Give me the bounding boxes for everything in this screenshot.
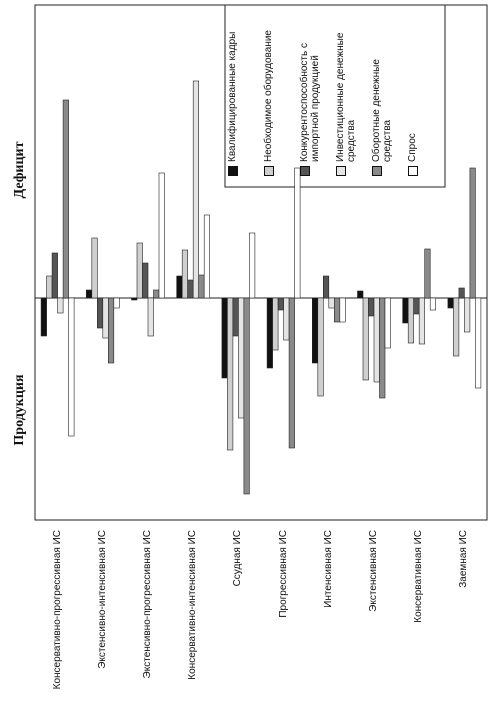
bar — [142, 262, 149, 299]
bar — [272, 297, 279, 351]
bar — [136, 242, 143, 299]
bar — [328, 297, 335, 309]
x-tick-label: Экстенсивно-прогрессивная ИС — [142, 530, 153, 679]
x-tick-label: Консервативная ИС — [413, 530, 425, 623]
bar — [283, 297, 290, 341]
x-tick-label: Консервативно-прогрессивная ИС — [51, 530, 63, 690]
bar — [294, 167, 301, 299]
bar — [379, 297, 386, 399]
bar — [413, 297, 420, 315]
bar — [288, 297, 295, 449]
bar — [113, 297, 120, 309]
legend-entry: Спрос — [407, 16, 439, 176]
bar — [453, 297, 460, 357]
bar — [181, 249, 188, 299]
bar — [249, 232, 256, 299]
bar — [203, 214, 210, 299]
bar — [227, 297, 234, 451]
bar — [51, 252, 58, 299]
bar — [86, 289, 93, 299]
legend-label: Инвестиционные денежные средства — [335, 32, 357, 162]
bar — [131, 297, 138, 301]
legend-swatch — [228, 166, 238, 176]
bar — [277, 297, 284, 311]
bar — [153, 289, 160, 299]
bar — [46, 275, 53, 299]
legend-label: Спрос — [407, 133, 418, 162]
bar — [198, 274, 205, 299]
legend-box — [224, 4, 446, 188]
bar — [322, 275, 330, 299]
bar — [147, 297, 154, 337]
legend-swatch — [264, 166, 274, 176]
legend-swatch — [300, 166, 310, 176]
x-tick-label: Ссудная ИС — [232, 530, 244, 587]
bar — [62, 99, 69, 299]
legend-entry: Необходимое оборудование — [263, 16, 295, 176]
bar — [311, 297, 319, 364]
bar — [187, 279, 194, 299]
legend-swatch — [336, 166, 346, 176]
bar — [176, 275, 183, 299]
bar — [57, 297, 64, 314]
bar — [221, 297, 228, 379]
bar — [469, 167, 476, 299]
axis-label-bottom: Продукция — [12, 374, 27, 446]
bar — [357, 290, 364, 299]
bar — [418, 297, 426, 345]
bar — [97, 297, 104, 329]
bar — [464, 297, 471, 333]
x-tick-label: Прогрессивная ИС — [277, 530, 289, 618]
legend-swatch — [372, 166, 382, 176]
bar — [102, 297, 109, 339]
bar — [384, 297, 391, 349]
bar — [91, 237, 98, 299]
bar — [68, 297, 75, 437]
bar — [333, 297, 341, 323]
bar — [266, 297, 273, 369]
bar — [475, 297, 482, 389]
bar — [368, 297, 375, 317]
legend-entry: Оборотные денежные средства — [371, 16, 403, 176]
bar — [458, 287, 465, 299]
legend-label: Необходимое оборудование — [263, 30, 274, 162]
bar — [158, 172, 165, 299]
bar — [447, 297, 454, 309]
x-tick-label: Экстенсивно-интенсивная ИС — [96, 530, 108, 669]
x-tick-label: Заемная ИС — [458, 530, 470, 588]
bar — [339, 297, 346, 323]
axis-label-top: Дефицит — [12, 141, 27, 199]
legend-swatch — [408, 166, 418, 176]
bar — [373, 297, 380, 383]
bar — [317, 297, 324, 397]
legend-label: Конкурентоспособность с импортной продук… — [299, 43, 321, 162]
x-tick-label: Консервативно-интенсивная ИС — [187, 530, 199, 680]
bar — [108, 297, 115, 364]
legend-entry: Инвестиционные денежные средства — [335, 16, 367, 176]
bar — [402, 297, 409, 324]
bar — [243, 297, 250, 495]
legend-entry: Квалифицированные кадры — [227, 16, 259, 176]
bar — [429, 297, 437, 311]
bar — [362, 297, 369, 381]
x-tick-label: Экстенсивная ИС — [368, 530, 379, 612]
bar — [40, 297, 47, 337]
legend-label: Квалифицированные кадры — [227, 31, 238, 162]
bar — [407, 297, 415, 344]
bar — [238, 297, 245, 419]
legend-entry: Конкурентоспособность с импортной продук… — [299, 16, 331, 176]
legend-label: Оборотные денежные средства — [371, 59, 393, 162]
bar — [192, 80, 199, 299]
bar — [424, 248, 431, 299]
x-tick-label: Интенсивная ИС — [322, 530, 334, 608]
bar — [232, 297, 239, 337]
